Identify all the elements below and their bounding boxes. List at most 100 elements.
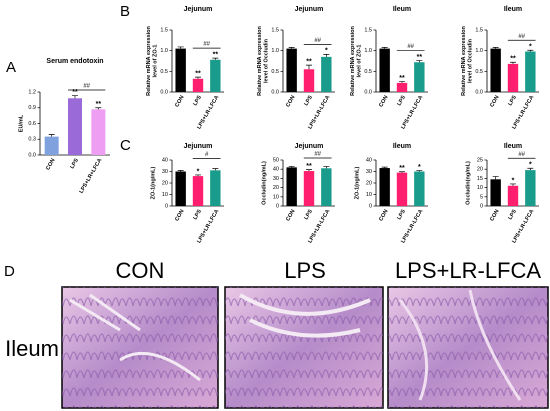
y-tick-label: 10 bbox=[273, 194, 279, 200]
x-tick-label: LPS bbox=[192, 208, 203, 221]
bar bbox=[490, 179, 501, 206]
bar bbox=[396, 82, 408, 92]
panel-letter: B bbox=[120, 3, 130, 20]
y-tick-label: 10 bbox=[477, 185, 483, 191]
significance: ** bbox=[399, 75, 405, 82]
chart-title: Ileum bbox=[504, 6, 522, 13]
bar bbox=[286, 167, 297, 206]
y-tick-label: 15 bbox=[477, 176, 483, 182]
y-tick-label: 0 bbox=[165, 203, 168, 209]
y-tick-label: 30 bbox=[273, 176, 279, 182]
chart-title: Jejunum bbox=[295, 143, 324, 150]
comparison-label: # bbox=[205, 152, 209, 158]
x-tick-label: CON bbox=[489, 95, 500, 109]
comparison-label: ## bbox=[83, 84, 90, 90]
y-axis-label: level of Occludin bbox=[263, 38, 269, 83]
bar bbox=[210, 170, 221, 206]
y-axis-label: level of ZO-1 bbox=[356, 44, 362, 77]
y-tick-label: 10 bbox=[366, 192, 372, 198]
y-tick-label: 0.3 bbox=[28, 137, 36, 143]
error-bar bbox=[527, 49, 534, 52]
panel-letter: D bbox=[4, 263, 15, 280]
x-tick-label: CON bbox=[489, 209, 500, 223]
error-bar bbox=[492, 47, 499, 49]
panel-letter: C bbox=[120, 137, 131, 154]
y-tick-label: 1.2 bbox=[28, 89, 36, 95]
bar bbox=[175, 171, 186, 206]
comparison-label: ## bbox=[518, 152, 525, 158]
error-bar bbox=[212, 168, 219, 171]
comparison-label: ## bbox=[518, 34, 525, 40]
x-tick-label: CON bbox=[378, 209, 389, 223]
bar bbox=[507, 185, 519, 206]
significance: * bbox=[529, 44, 532, 51]
significance: ** bbox=[72, 89, 78, 96]
y-tick-label: 0.5 bbox=[475, 69, 483, 75]
comparison-label: ## bbox=[314, 152, 321, 158]
x-tick-label: LPS bbox=[507, 208, 518, 221]
bar bbox=[303, 69, 315, 92]
y-tick-label: 0 bbox=[369, 203, 372, 209]
bar bbox=[379, 168, 390, 206]
bar bbox=[192, 176, 204, 206]
x-tick-label: LPS bbox=[303, 208, 314, 221]
error-bar bbox=[416, 60, 423, 63]
y-tick-label: 1.0 bbox=[160, 48, 168, 54]
y-tick-label: 0 bbox=[276, 203, 279, 209]
y-tick-label: 0.0 bbox=[364, 89, 372, 95]
bar bbox=[303, 171, 315, 206]
error-bar bbox=[381, 47, 388, 49]
error-bar bbox=[492, 176, 499, 180]
y-tick-label: 0 bbox=[480, 203, 483, 209]
y-axis-label: ZO-1(ng/mL) bbox=[150, 166, 156, 199]
y-tick-label: 5 bbox=[480, 194, 483, 200]
bar bbox=[414, 171, 425, 206]
bar bbox=[525, 170, 536, 206]
x-tick-label: LPS bbox=[69, 157, 80, 170]
chart-title: Jejunum bbox=[184, 6, 213, 13]
error-bar bbox=[212, 57, 219, 60]
chart-title: Serum endotoxin bbox=[46, 58, 103, 65]
chart-title: Ileum bbox=[393, 6, 411, 13]
bar bbox=[91, 109, 106, 155]
y-axis-label: EU/mL bbox=[18, 114, 24, 132]
error-bar bbox=[323, 54, 330, 57]
comparison-label: ## bbox=[314, 38, 321, 44]
significance: ** bbox=[306, 58, 312, 65]
y-tick-label: 0.0 bbox=[28, 152, 36, 158]
x-tick-label: LPS bbox=[192, 94, 203, 107]
y-tick-label: 20 bbox=[162, 180, 168, 186]
bar bbox=[321, 168, 332, 206]
y-tick-label: 0.0 bbox=[160, 89, 168, 95]
y-tick-label: 40 bbox=[366, 157, 372, 163]
y-tick-label: 1.5 bbox=[271, 27, 279, 33]
x-tick-label: LPS bbox=[303, 94, 314, 107]
y-tick-label: 0.5 bbox=[364, 69, 372, 75]
significance: ** bbox=[417, 54, 423, 61]
y-axis-label: Relative mRNA expression bbox=[350, 25, 356, 95]
x-tick-label: CON bbox=[45, 158, 56, 172]
y-tick-label: 0.9 bbox=[28, 105, 36, 111]
y-tick-label: 30 bbox=[366, 169, 372, 175]
error-bar bbox=[510, 61, 516, 64]
y-tick-label: 25 bbox=[477, 157, 483, 163]
y-axis-label: Occludin(ng/mL) bbox=[465, 161, 471, 205]
error-bar bbox=[416, 170, 423, 172]
x-tick-label: LPS bbox=[396, 94, 407, 107]
bar bbox=[210, 59, 221, 92]
bar bbox=[525, 51, 536, 92]
x-tick-label: CON bbox=[174, 209, 185, 223]
y-tick-label: 20 bbox=[477, 167, 483, 173]
y-axis-label: Relative mRNA expression bbox=[146, 25, 152, 95]
significance: * bbox=[325, 48, 328, 55]
chart-title: Ileum bbox=[393, 143, 411, 150]
y-tick-label: 1.0 bbox=[271, 48, 279, 54]
error-bar bbox=[510, 183, 516, 186]
y-tick-label: 0.0 bbox=[271, 89, 279, 95]
y-tick-label: 20 bbox=[366, 180, 372, 186]
error-bar bbox=[177, 170, 184, 172]
bar bbox=[192, 78, 204, 92]
row-label: Ileum bbox=[5, 336, 59, 361]
chart-title: Ileum bbox=[504, 143, 522, 150]
